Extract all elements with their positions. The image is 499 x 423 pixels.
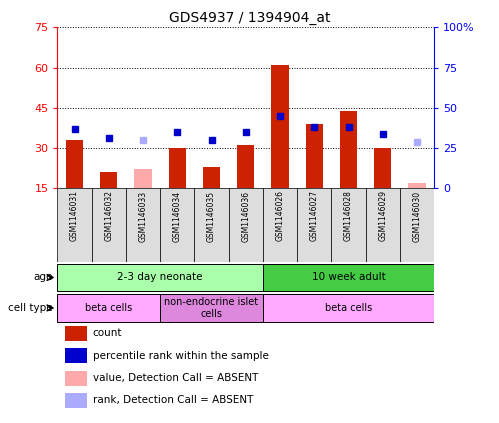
Bar bbox=[64, 326, 87, 341]
Bar bbox=[169, 148, 186, 188]
Bar bbox=[160, 294, 263, 321]
Bar bbox=[100, 172, 117, 188]
Text: GSM1146035: GSM1146035 bbox=[207, 190, 216, 242]
Bar bbox=[203, 167, 220, 188]
Text: GSM1146036: GSM1146036 bbox=[241, 190, 250, 242]
Bar bbox=[340, 110, 357, 188]
Bar bbox=[263, 188, 297, 262]
Text: GSM1146032: GSM1146032 bbox=[104, 190, 113, 242]
Bar bbox=[229, 188, 263, 262]
Bar bbox=[306, 124, 323, 188]
Text: percentile rank within the sample: percentile rank within the sample bbox=[93, 351, 268, 361]
Text: GSM1146030: GSM1146030 bbox=[413, 190, 422, 242]
Bar bbox=[331, 188, 366, 262]
Bar bbox=[263, 264, 434, 291]
Bar bbox=[400, 188, 434, 262]
Text: GSM1146027: GSM1146027 bbox=[310, 190, 319, 242]
Text: GDS4937 / 1394904_at: GDS4937 / 1394904_at bbox=[169, 11, 330, 25]
Bar bbox=[92, 188, 126, 262]
Text: 10 week adult: 10 week adult bbox=[312, 272, 385, 283]
Text: beta cells: beta cells bbox=[325, 303, 372, 313]
Bar bbox=[237, 146, 254, 188]
Bar bbox=[195, 188, 229, 262]
Bar bbox=[297, 188, 331, 262]
Bar bbox=[64, 348, 87, 363]
Text: value, Detection Call = ABSENT: value, Detection Call = ABSENT bbox=[93, 373, 258, 383]
Bar bbox=[263, 294, 434, 321]
Text: age: age bbox=[33, 272, 52, 283]
Bar bbox=[409, 183, 426, 188]
Text: 2-3 day neonate: 2-3 day neonate bbox=[117, 272, 203, 283]
Bar bbox=[160, 188, 195, 262]
Bar bbox=[66, 140, 83, 188]
Text: beta cells: beta cells bbox=[85, 303, 132, 313]
Bar bbox=[57, 294, 160, 321]
Bar bbox=[366, 188, 400, 262]
Bar bbox=[57, 264, 263, 291]
Text: GSM1146031: GSM1146031 bbox=[70, 190, 79, 242]
Bar bbox=[374, 148, 391, 188]
Text: GSM1146026: GSM1146026 bbox=[275, 190, 284, 242]
Text: count: count bbox=[93, 328, 122, 338]
Text: non-endocrine islet
cells: non-endocrine islet cells bbox=[165, 297, 258, 319]
Bar bbox=[57, 188, 92, 262]
Bar bbox=[64, 371, 87, 385]
Text: GSM1146033: GSM1146033 bbox=[139, 190, 148, 242]
Bar bbox=[126, 188, 160, 262]
Bar bbox=[271, 65, 288, 188]
Text: cell type: cell type bbox=[8, 303, 52, 313]
Text: GSM1146028: GSM1146028 bbox=[344, 190, 353, 242]
Text: GSM1146029: GSM1146029 bbox=[378, 190, 387, 242]
Bar bbox=[64, 393, 87, 408]
Text: rank, Detection Call = ABSENT: rank, Detection Call = ABSENT bbox=[93, 396, 253, 405]
Text: GSM1146034: GSM1146034 bbox=[173, 190, 182, 242]
Bar bbox=[134, 170, 152, 188]
